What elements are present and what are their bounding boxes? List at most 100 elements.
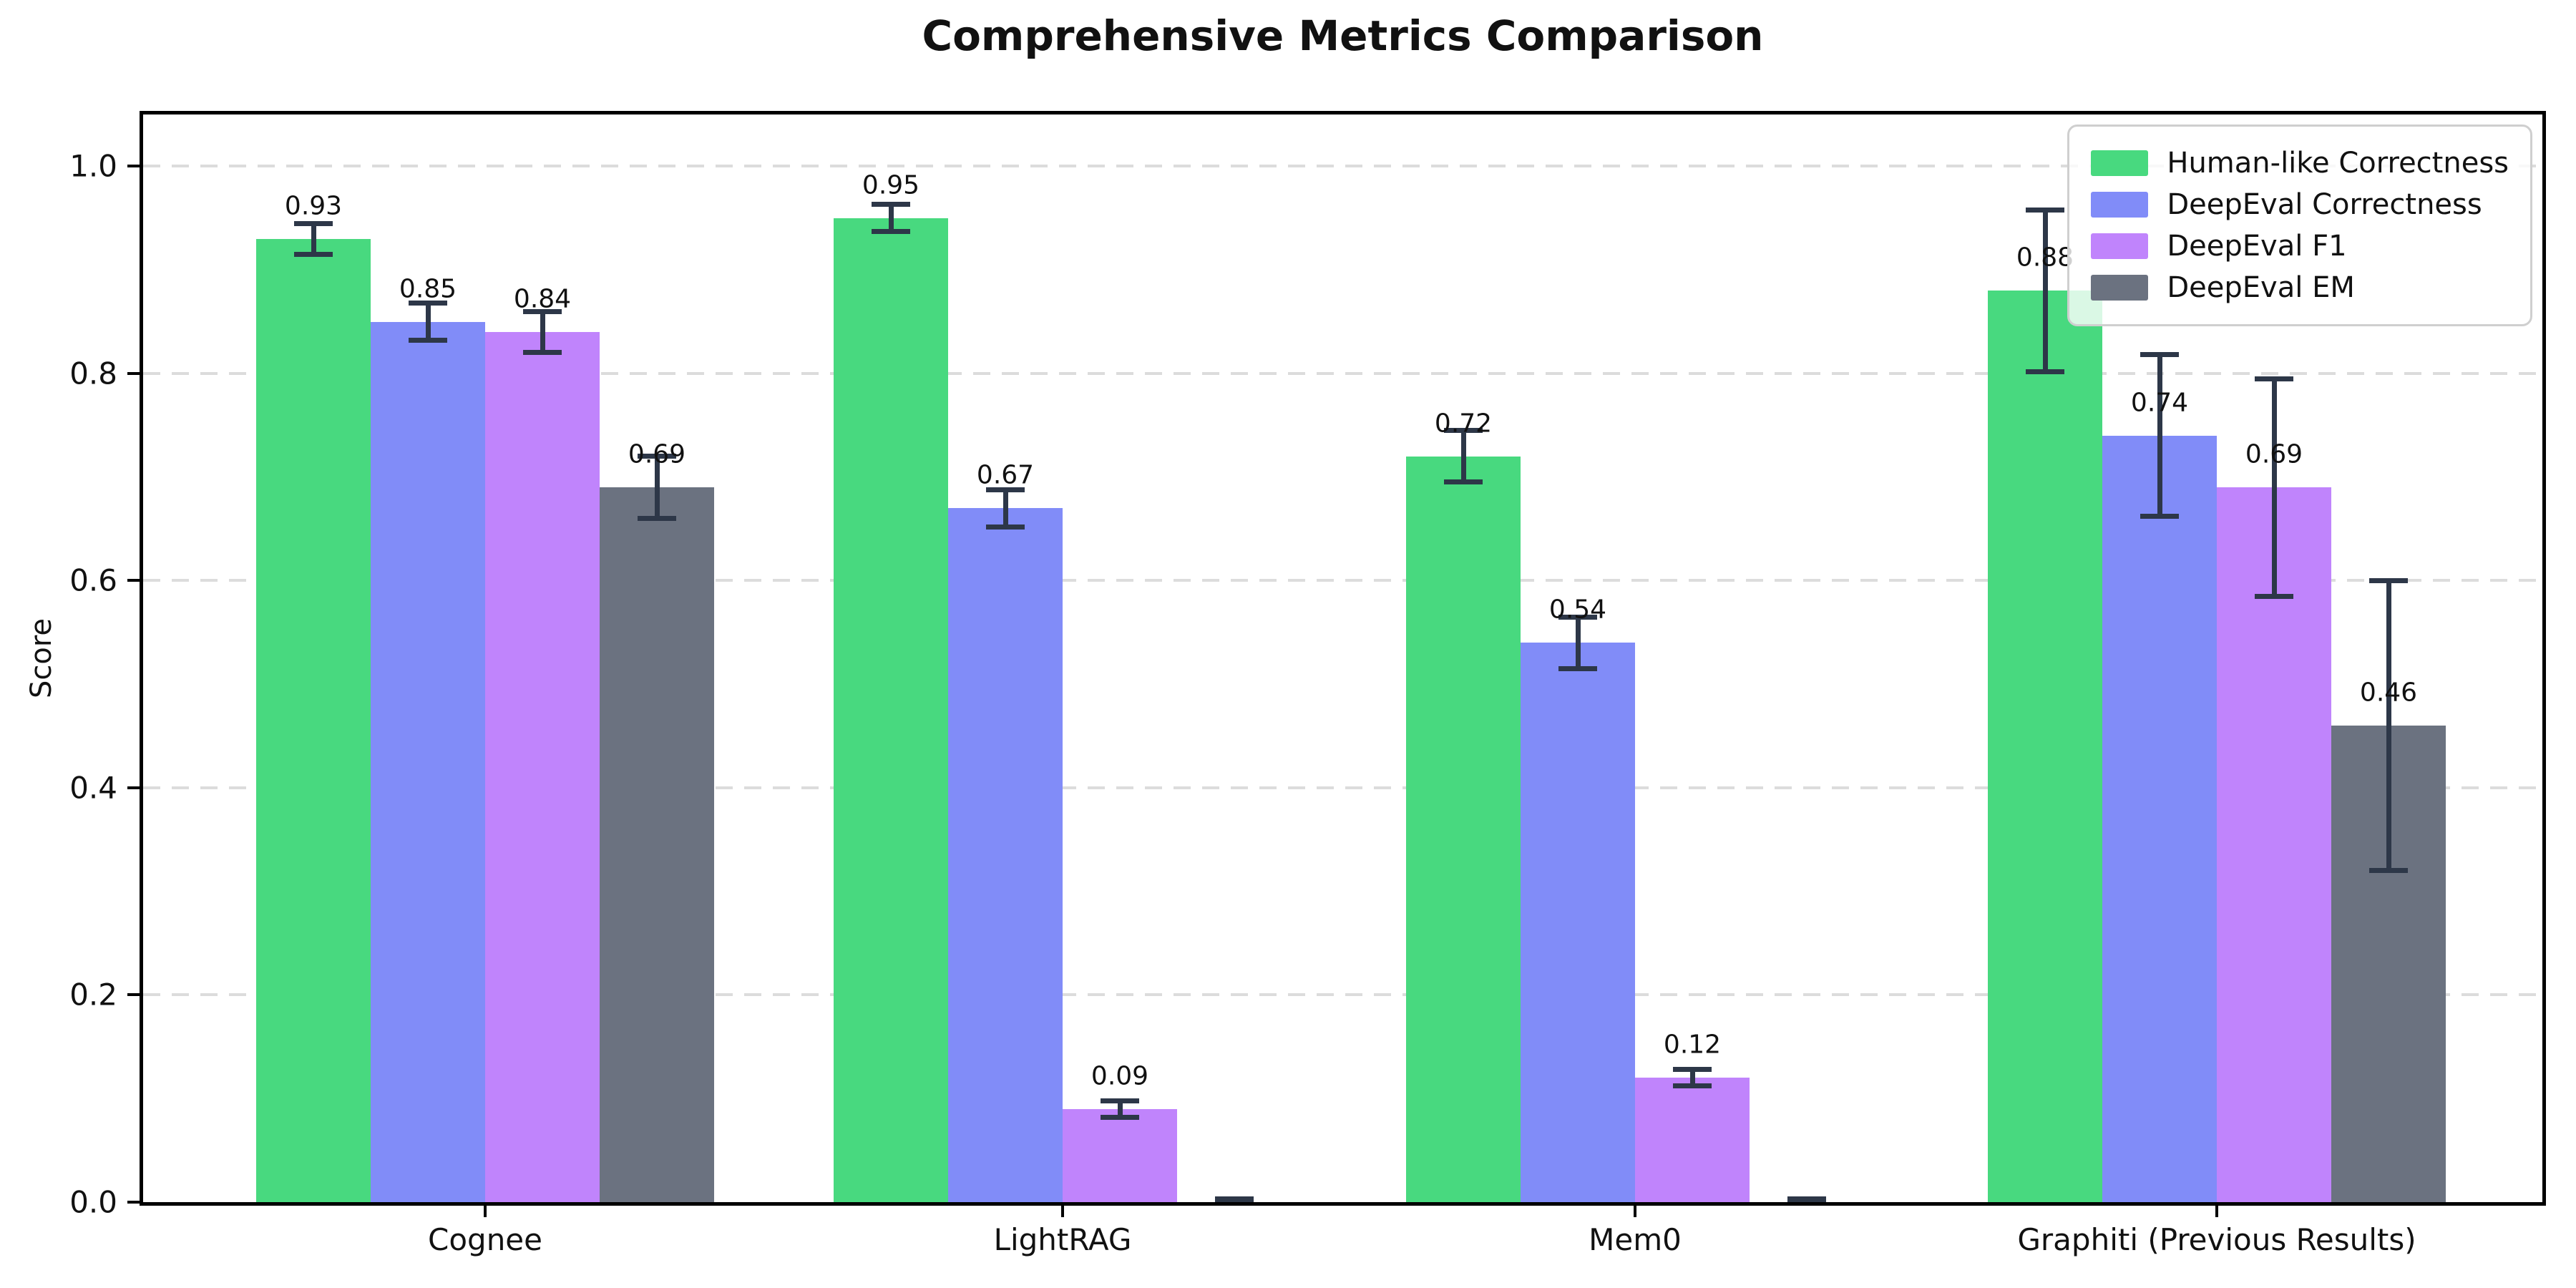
error-bar-line (654, 456, 660, 519)
x-tick-label-2: Mem0 (1589, 1222, 1682, 1257)
legend-item-1: DeepEval Correctness (2091, 184, 2509, 225)
error-bar-cap (409, 338, 447, 343)
legend-label-0: Human-like Correctness (2167, 147, 2509, 180)
gridline-0.4 (143, 786, 2542, 789)
error-bar-line (1689, 1069, 1695, 1086)
bar-value-label: 0.85 (399, 274, 457, 304)
bar-deepeval-em-0 (600, 487, 714, 1202)
error-bar-line (1002, 489, 1008, 527)
error-bar-cap (986, 487, 1025, 492)
error-bar-cap (1558, 665, 1597, 671)
error-bar-cap (1558, 614, 1597, 620)
gridline-1.0 (143, 165, 2542, 168)
x-tick-label-3: Graphiti (Previous Results) (2017, 1222, 2416, 1257)
legend: Human-like Correctness DeepEval Correctne… (2067, 125, 2532, 326)
bar-human-like-correctness-3 (1988, 291, 2102, 1202)
y-tick-mark-0.2 (127, 993, 143, 997)
bar-value-label: 0.72 (1434, 409, 1493, 439)
bar-deepeval-correctness-1 (948, 508, 1063, 1202)
error-bar-cap (2255, 376, 2293, 381)
error-bar-cap (2255, 593, 2293, 599)
error-bar-line (425, 303, 431, 341)
bar-deepeval-f1-2 (1635, 1078, 1750, 1202)
error-bar-cap (2369, 577, 2408, 583)
gridline-0.8 (143, 371, 2542, 375)
error-bar-cap (2369, 868, 2408, 874)
error-bar-line (1460, 430, 1466, 482)
error-bar-cap (294, 220, 333, 226)
error-bar-cap (1215, 1199, 1254, 1205)
error-bar-line (2042, 210, 2048, 371)
error-bar-cap (1673, 1083, 1712, 1089)
bar-value-label: 0.69 (2245, 439, 2303, 469)
y-tick-label-0.0: 0.0 (69, 1184, 117, 1220)
legend-label-2: DeepEval F1 (2167, 230, 2347, 263)
error-bar-line (1117, 1101, 1123, 1118)
error-bar-cap (2140, 352, 2179, 358)
legend-swatch-3 (2091, 275, 2149, 301)
bar-deepeval-f1-0 (485, 332, 600, 1202)
chart-title: Comprehensive Metrics Comparison (922, 11, 1764, 60)
bar-human-like-correctness-0 (256, 238, 371, 1202)
y-tick-mark-1.0 (127, 165, 143, 168)
legend-item-3: DeepEval EM (2091, 267, 2509, 308)
bar-value-label: 0.84 (513, 284, 572, 314)
bar-human-like-correctness-1 (834, 218, 948, 1202)
x-tick-mark-0 (484, 1206, 487, 1217)
plot-area: 0.93 0.95 0.72 0.88 0.85 0.67 0.54 0.74 0.84 0.09… (140, 111, 2546, 1206)
error-bar-line (311, 223, 316, 255)
bar-deepeval-correctness-3 (2102, 435, 2217, 1202)
bar-value-label: 0.74 (2130, 388, 2189, 418)
legend-label-1: DeepEval Correctness (2167, 188, 2482, 221)
error-bar-line (2271, 379, 2277, 597)
bar-value-label: 0.95 (862, 170, 920, 200)
y-tick-label-0.4: 0.4 (69, 770, 117, 806)
y-tick-mark-0.0 (127, 1201, 143, 1204)
error-bar-cap (986, 524, 1025, 530)
error-bar-cap (1787, 1196, 1826, 1202)
x-tick-mark-3 (2215, 1206, 2218, 1217)
error-bar-cap (1444, 428, 1483, 434)
error-bar-cap (1673, 1067, 1712, 1073)
y-tick-label-1.0: 1.0 (69, 148, 117, 184)
y-tick-mark-0.4 (127, 786, 143, 789)
error-bar-cap (523, 350, 562, 356)
y-tick-mark-0.6 (127, 579, 143, 582)
y-tick-label-0.6: 0.6 (69, 562, 117, 598)
legend-item-2: DeepEval F1 (2091, 225, 2509, 267)
error-bar-cap (638, 454, 676, 459)
gridline-0.2 (143, 993, 2542, 997)
bar-value-label: 0.09 (1091, 1061, 1149, 1091)
x-tick-mark-1 (1061, 1206, 1064, 1217)
error-bar-cap (294, 251, 333, 257)
error-bar-line (888, 204, 894, 232)
error-bar-cap (1101, 1098, 1139, 1103)
error-bar-cap (1215, 1196, 1254, 1202)
legend-swatch-1 (2091, 192, 2149, 218)
y-tick-mark-0.8 (127, 371, 143, 375)
error-bar-cap (1787, 1199, 1826, 1205)
y-tick-label-0.8: 0.8 (69, 356, 117, 391)
error-bar-line (1575, 617, 1581, 669)
error-bar-line (2386, 580, 2391, 871)
bar-deepeval-correctness-2 (1521, 643, 1635, 1202)
bar-deepeval-f1-3 (2217, 487, 2331, 1202)
legend-label-3: DeepEval EM (2167, 271, 2355, 304)
x-tick-mark-2 (1634, 1206, 1636, 1217)
error-bar-cap (872, 202, 910, 208)
error-bar-cap (409, 300, 447, 306)
bar-human-like-correctness-2 (1406, 456, 1521, 1202)
bar-value-label: 0.69 (628, 439, 686, 469)
legend-swatch-2 (2091, 233, 2149, 259)
error-bar-cap (1101, 1114, 1139, 1120)
error-bar-line (540, 311, 545, 353)
x-tick-label-0: Cognee (428, 1222, 542, 1257)
legend-item-0: Human-like Correctness (2091, 142, 2509, 184)
error-bar-cap (1444, 479, 1483, 485)
bar-deepeval-correctness-0 (371, 321, 485, 1202)
bar-value-label: 0.12 (1663, 1030, 1722, 1060)
error-bar-cap (2026, 369, 2064, 374)
y-tick-label-0.2: 0.2 (69, 977, 117, 1013)
bar-value-label: 0.93 (284, 191, 343, 221)
